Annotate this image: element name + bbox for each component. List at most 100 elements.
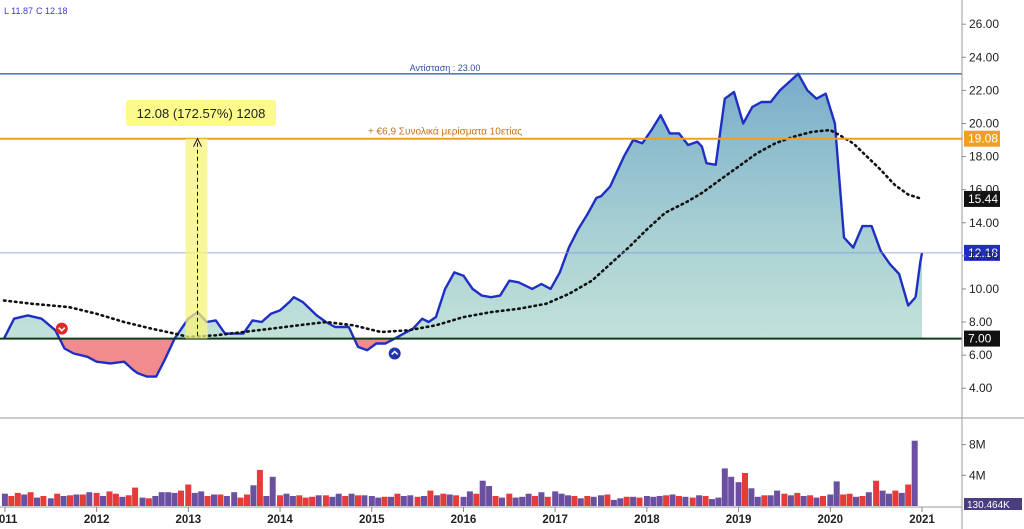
volume-bar — [663, 495, 670, 507]
volume-bar — [748, 488, 755, 506]
volume-bar — [433, 495, 440, 507]
volume-last-label: 130.464K — [967, 500, 1010, 511]
volume-bar — [21, 494, 28, 506]
volume-bar — [473, 493, 480, 506]
volume-bar — [14, 492, 21, 506]
x-tick-label: 2013 — [176, 514, 202, 526]
volume-bar — [263, 496, 270, 506]
dividend-level-tag-label: 19.08 — [968, 132, 998, 146]
volume-bar — [532, 496, 538, 506]
volume-bar — [761, 495, 768, 507]
volume-bar — [525, 493, 532, 506]
volume-bar — [8, 496, 15, 506]
volume-bar — [696, 495, 703, 507]
volume-bar — [342, 496, 349, 506]
buy-signal-circle — [388, 347, 401, 360]
volume-bar — [898, 492, 905, 506]
base-level-tag — [964, 330, 1000, 347]
volume-bar — [617, 498, 624, 506]
volume-bar — [119, 496, 126, 506]
volume-bar — [165, 492, 172, 506]
sell-signal-circle — [55, 322, 68, 335]
last-price-tag — [964, 244, 1000, 261]
volume-bar — [100, 496, 106, 506]
volume-bar — [892, 490, 899, 506]
y-tick-label: 4.00 — [969, 381, 993, 395]
volume-bar — [302, 497, 309, 506]
volume-bar — [577, 498, 584, 506]
volume-last-tag — [964, 498, 1022, 510]
volume-bar — [669, 494, 676, 506]
sell-signal-marker — [55, 322, 68, 335]
volume-bar — [643, 496, 650, 506]
volume-bar — [846, 493, 853, 506]
y-tick-label: 26.00 — [969, 17, 999, 31]
y-tick-label: 22.00 — [969, 83, 999, 97]
annotation-layer: 12.08 (172.57%) 1208 Αντίσταση : 23.00 + €… — [0, 63, 1000, 360]
volume-bar — [204, 496, 211, 506]
volume-bar — [879, 490, 886, 506]
volume-bar — [623, 496, 630, 506]
volume-bar — [787, 495, 794, 507]
volume-bar — [171, 492, 178, 506]
y-tick-label: 20.00 — [969, 116, 999, 130]
volume-bar — [407, 495, 414, 507]
header-close: C 12.18 — [36, 6, 68, 16]
volume-bar — [552, 491, 559, 506]
x-tick-label: 2011 — [0, 514, 18, 526]
volume-bar — [721, 468, 728, 506]
volume-bar — [440, 493, 447, 506]
sell-signal-arrow-icon — [58, 327, 66, 332]
price-line-tail — [914, 252, 924, 298]
dividend-label: + €6,9 Συνολικά μερίσματα 10ετίας — [368, 126, 522, 138]
volume-bar — [544, 496, 551, 506]
volume-bar — [125, 495, 132, 507]
x-tick-label: 2021 — [909, 514, 935, 526]
volume-bar — [185, 484, 192, 506]
volume-bar — [256, 469, 263, 506]
volume-bar — [244, 494, 250, 506]
volume-bar — [512, 497, 519, 506]
volume-bar — [774, 490, 781, 506]
volume-bar — [519, 496, 526, 506]
volume-bar — [715, 497, 722, 506]
volume-bar — [158, 492, 165, 506]
volume-bar — [636, 497, 643, 506]
volume-bar — [728, 476, 735, 506]
volume-bar — [211, 494, 217, 506]
volume-bar — [375, 497, 382, 506]
volume-bar — [538, 492, 545, 506]
volume-bar — [73, 494, 80, 506]
volume-bar — [348, 493, 355, 506]
y-tick-label: 14.00 — [969, 216, 999, 230]
y-tick-label: 10.00 — [969, 282, 999, 296]
y-tick-label: 6.00 — [969, 348, 993, 362]
measure-arrow — [193, 137, 202, 147]
ma-last-tag — [964, 190, 1000, 207]
volume-bar — [421, 496, 427, 506]
header-low: L 11.87 — [4, 6, 33, 16]
volume-bar — [289, 496, 296, 506]
volume-bar — [794, 492, 801, 506]
volume-bar — [873, 480, 880, 506]
last-price-tag-label: 12.18 — [968, 246, 998, 260]
volume-bar — [361, 495, 368, 507]
volume-bar — [767, 495, 774, 507]
volume-bar — [322, 495, 329, 507]
volume-bar — [486, 486, 493, 506]
volume-bar — [309, 496, 316, 506]
volume-bar — [453, 495, 460, 507]
volume-bar — [400, 496, 407, 506]
x-tick-label: 2017 — [542, 514, 568, 526]
volume-bar — [446, 494, 453, 506]
volume-bar — [479, 480, 486, 506]
volume-bar — [93, 492, 100, 506]
volume-bar — [571, 496, 578, 506]
x-tick-label: 2015 — [359, 514, 385, 526]
volume-bar — [250, 485, 257, 506]
volume-bar — [34, 497, 40, 506]
volume-bar — [277, 495, 283, 507]
volume-bar — [40, 496, 47, 506]
